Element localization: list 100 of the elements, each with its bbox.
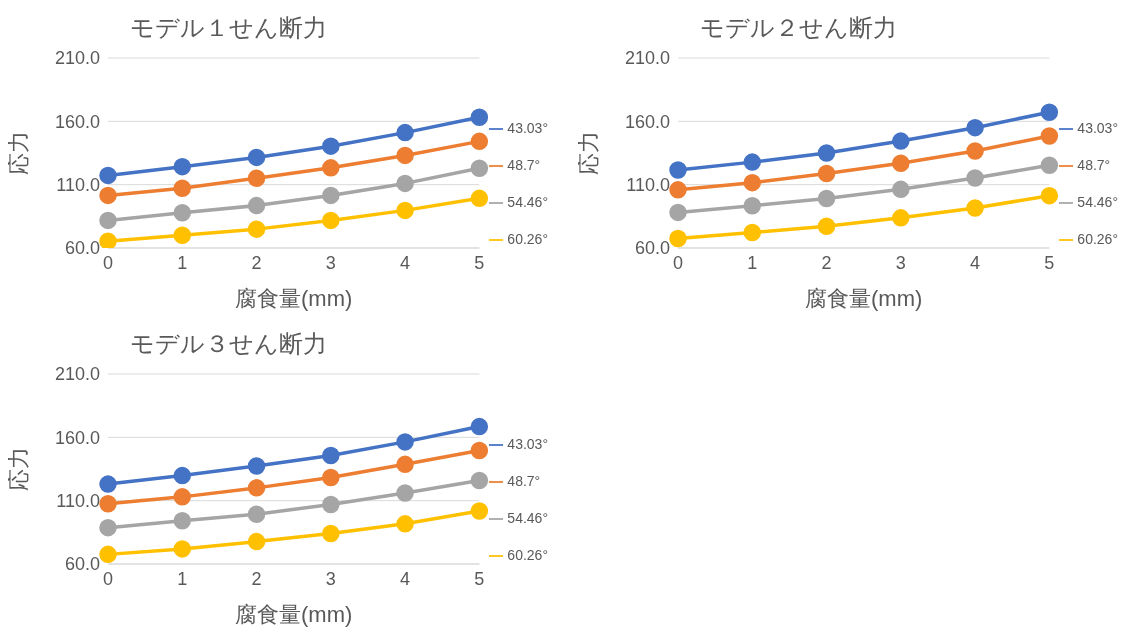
y-tick-label: 60.0 xyxy=(634,238,670,259)
point xyxy=(99,475,117,493)
y-tick-label: 60.0 xyxy=(64,238,100,259)
point xyxy=(322,211,340,230)
point xyxy=(173,466,192,485)
x-tick-label: 4 xyxy=(400,568,411,589)
point xyxy=(247,169,266,187)
legend-label: 48.7° xyxy=(507,473,541,489)
legend-label: 54.46° xyxy=(507,194,548,210)
y-tick-label: 160.0 xyxy=(54,111,100,132)
x-tick-label: 1 xyxy=(747,252,758,273)
y-tick-label: 60.0 xyxy=(64,554,100,575)
point xyxy=(99,494,117,513)
legend-label: 43.03° xyxy=(507,120,548,136)
legend-label: 54.46° xyxy=(507,510,548,526)
point xyxy=(322,159,340,177)
legend-label: 48.7° xyxy=(507,157,541,173)
point xyxy=(396,455,414,474)
x-tick-label: 2 xyxy=(251,252,262,273)
point xyxy=(247,148,266,167)
x-tick-label: 3 xyxy=(895,252,906,273)
point xyxy=(470,189,489,208)
point xyxy=(470,417,489,436)
point xyxy=(892,180,910,199)
point xyxy=(396,433,414,451)
x-tick-label: 5 xyxy=(474,568,485,589)
point xyxy=(1040,186,1059,205)
point xyxy=(99,166,117,185)
point xyxy=(669,181,687,199)
point xyxy=(817,144,836,162)
point xyxy=(470,471,489,490)
point xyxy=(1040,103,1059,121)
point xyxy=(470,159,489,177)
y-tick-label: 210.0 xyxy=(624,48,670,69)
y-axis-title: 応力 xyxy=(5,447,31,491)
point xyxy=(173,226,192,244)
point xyxy=(1040,127,1059,145)
legend-label: 43.03° xyxy=(507,436,548,452)
point xyxy=(247,479,266,497)
point xyxy=(669,229,687,248)
point xyxy=(470,502,489,520)
y-tick-label: 110.0 xyxy=(56,175,100,196)
point xyxy=(892,154,910,173)
point xyxy=(966,169,984,187)
point xyxy=(247,457,266,475)
point xyxy=(247,532,266,551)
point xyxy=(817,164,836,183)
x-axis-title: 腐食量(mm) xyxy=(235,286,353,311)
point xyxy=(173,204,192,222)
point xyxy=(99,545,117,564)
point xyxy=(173,488,192,506)
x-tick-label: 5 xyxy=(1044,252,1055,273)
x-tick-label: 4 xyxy=(400,252,411,273)
point xyxy=(322,524,340,543)
point xyxy=(470,108,489,127)
legend-label: 60.26° xyxy=(1077,231,1118,247)
y-tick-label: 210.0 xyxy=(54,364,100,385)
point xyxy=(966,199,984,217)
point xyxy=(817,189,836,208)
point xyxy=(966,118,984,137)
point xyxy=(743,196,762,215)
x-tick-label: 3 xyxy=(325,568,336,589)
point xyxy=(322,446,340,465)
x-axis-title: 腐食量(mm) xyxy=(235,602,353,627)
x-tick-label: 0 xyxy=(102,568,114,589)
x-tick-label: 2 xyxy=(821,252,832,273)
chart-title: モデル３せん断力 xyxy=(128,330,328,359)
point xyxy=(817,217,836,235)
legend-label: 60.26° xyxy=(507,231,548,247)
y-axis-title: 応力 xyxy=(5,131,31,175)
x-tick-label: 5 xyxy=(474,252,485,273)
x-tick-label: 0 xyxy=(102,252,114,273)
point xyxy=(322,137,340,155)
chart-title: モデル１せん断力 xyxy=(128,14,328,43)
y-tick-label: 110.0 xyxy=(56,491,100,512)
point xyxy=(173,512,192,530)
legend-label: 54.46° xyxy=(1077,194,1118,210)
point xyxy=(396,484,414,502)
x-tick-label: 1 xyxy=(177,568,188,589)
y-tick-label: 160.0 xyxy=(624,111,670,132)
point xyxy=(396,515,414,533)
point xyxy=(396,123,414,142)
point xyxy=(173,540,192,558)
point xyxy=(396,174,414,193)
y-tick-label: 160.0 xyxy=(54,427,100,448)
point xyxy=(966,142,984,160)
point xyxy=(99,186,117,205)
point xyxy=(743,153,762,171)
x-tick-label: 3 xyxy=(325,252,336,273)
point xyxy=(99,211,117,230)
point xyxy=(892,209,910,227)
point xyxy=(743,223,762,242)
point xyxy=(99,232,117,248)
point xyxy=(247,220,266,238)
y-axis-title: 応力 xyxy=(575,131,601,175)
point xyxy=(322,186,340,205)
chart-title: モデル２せん断力 xyxy=(698,14,898,43)
y-tick-label: 110.0 xyxy=(626,175,670,196)
point xyxy=(322,495,340,514)
point xyxy=(173,179,192,197)
